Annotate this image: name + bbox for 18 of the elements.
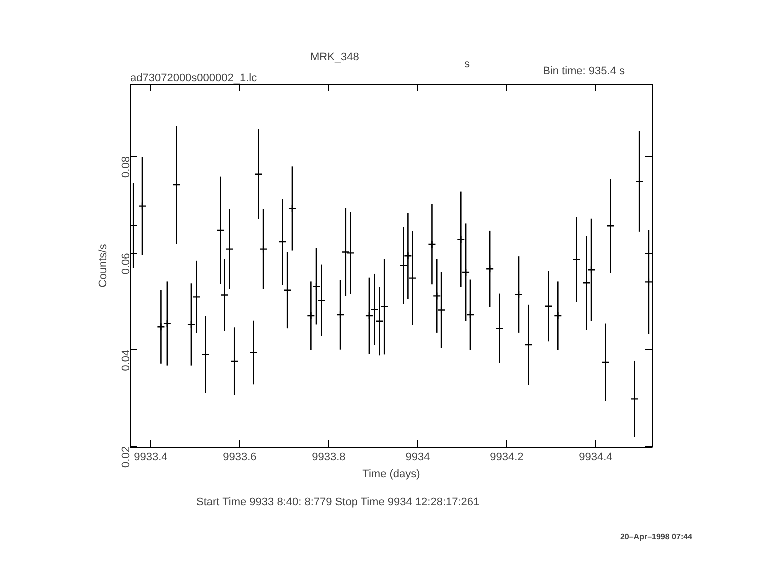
x-tick-label: 9934.2 [490,452,524,464]
x-tick-label: 9934 [406,452,430,464]
text: 20–Apr–1998 07:44 [620,532,694,542]
text: s [464,58,470,70]
x-axis-title: Time (days) [362,468,420,480]
x-tick-label: 9933.6 [223,452,257,464]
y-tick-label: 0.02 [120,446,132,468]
chart-title: MRK_348 [310,52,360,64]
text: Start Time 9933 8:40: 8:779 Stop Time 9934 12:28:17:261 [196,496,480,508]
y-tick-label: 0.08 [120,156,132,178]
y-axis-title: Counts/s [98,244,110,288]
x-tick-label: 9933.8 [312,452,346,464]
x-tick-label: 9933.4 [134,452,168,464]
y-tick-label: 0.06 [120,253,132,275]
x-tick-label: 9934.4 [579,452,613,464]
text: ad73072000s000002_1.lc [130,72,258,84]
text: Bin time: 935.4 s [543,66,626,78]
y-tick-label: 0.04 [120,350,132,372]
